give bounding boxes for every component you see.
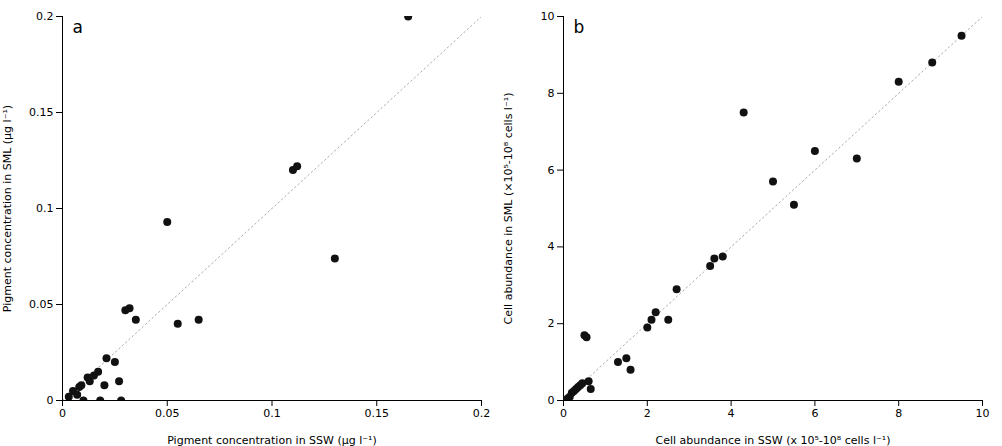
svg-text:0: 0 xyxy=(548,394,555,407)
svg-text:0: 0 xyxy=(47,394,54,407)
svg-text:0.1: 0.1 xyxy=(263,407,281,420)
svg-text:b: b xyxy=(574,17,585,37)
svg-text:0.1: 0.1 xyxy=(36,202,54,215)
svg-text:10: 10 xyxy=(541,10,555,23)
svg-text:0: 0 xyxy=(59,407,66,420)
svg-text:8: 8 xyxy=(895,407,902,420)
svg-text:a: a xyxy=(73,17,83,37)
svg-text:10: 10 xyxy=(976,407,990,420)
svg-text:2: 2 xyxy=(644,407,651,420)
svg-text:0.2: 0.2 xyxy=(36,10,54,23)
svg-text:0: 0 xyxy=(560,407,567,420)
svg-text:4: 4 xyxy=(728,407,735,420)
svg-text:6: 6 xyxy=(548,164,555,177)
svg-text:Pigment concentration in SML (: Pigment concentration in SML (μg l⁻¹) xyxy=(1,105,14,312)
svg-text:0.05: 0.05 xyxy=(155,407,180,420)
svg-text:Pigment concentration in SSW (: Pigment concentration in SSW (μg l⁻¹) xyxy=(167,434,377,446)
svg-text:6: 6 xyxy=(811,407,818,420)
svg-text:0.05: 0.05 xyxy=(29,298,54,311)
svg-text:2: 2 xyxy=(548,317,555,330)
svg-text:Cell abundance in SSW (x 10⁵-1: Cell abundance in SSW (x 10⁵-10⁸ cells l… xyxy=(656,434,891,446)
svg-text:4: 4 xyxy=(548,240,555,253)
svg-text:8: 8 xyxy=(548,87,555,100)
svg-text:Cell abundance in SML (×10⁵-10: Cell abundance in SML (×10⁵-10⁸ cells l⁻… xyxy=(502,93,515,325)
svg-text:0.2: 0.2 xyxy=(473,407,491,420)
svg-text:0.15: 0.15 xyxy=(29,106,54,119)
svg-text:0.15: 0.15 xyxy=(365,407,390,420)
